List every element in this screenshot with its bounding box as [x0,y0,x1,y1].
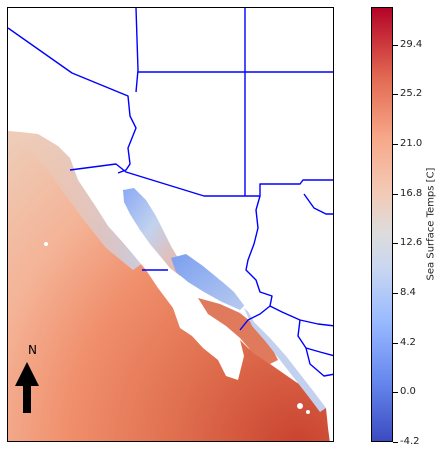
colorbar-tick [393,44,398,46]
colorbar-tick [393,193,398,195]
map-panel: N [7,7,334,442]
colorbar-tick-label: 21.0 [400,138,423,150]
colorbar-tick [393,442,398,443]
political-boundaries [8,8,333,377]
colorbar-tick-label: 4.2 [400,336,416,348]
island [197,308,203,314]
island [297,403,303,409]
island [44,242,48,246]
gulf-of-california [123,188,184,276]
mainland-coast-cool [244,308,326,412]
nearshore-cool-band [8,131,143,270]
gulf-warm-tongue [171,254,246,310]
colorbar-tick-label: 12.6 [400,237,423,249]
baja-peninsula [104,178,244,380]
colorbar [371,7,393,442]
island [90,192,94,196]
island [306,410,310,414]
colorbar-tick [393,392,398,394]
colorbar-tick [393,144,398,146]
sst-map [8,8,333,441]
mexico-mainland [158,180,333,415]
north-arrow-icon [15,362,39,413]
colorbar-label: Sea Surface Temps [C] [425,167,437,281]
gulf-south-warm [198,298,278,364]
colorbar-tick [393,243,398,245]
colorbar-tick-label: 0.0 [400,386,416,398]
colorbar-tick-label: 8.4 [400,287,416,299]
colorbar-tick-label: 29.4 [400,38,423,50]
colorbar-tick [393,342,398,344]
north-label: N [28,343,37,357]
colorbar-tick [393,94,398,96]
us-land [8,8,333,196]
colorbar-tick-label: -4.2 [400,436,420,447]
colorbar-tick [393,293,398,295]
colorbar-tick-label: 16.8 [400,187,423,199]
colorbar-tick-label: 25.2 [400,88,423,100]
